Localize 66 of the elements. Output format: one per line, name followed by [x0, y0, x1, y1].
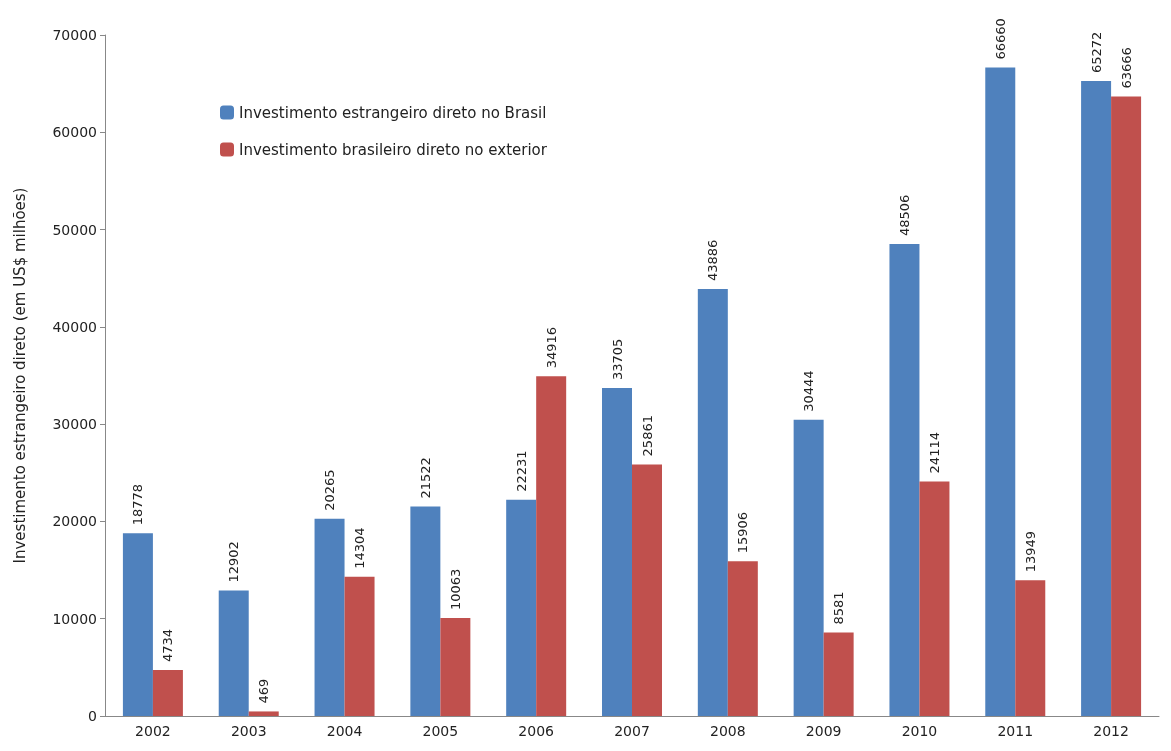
legend-label: Investimento estrangeiro direto no Brasil: [239, 103, 547, 122]
bar: [1111, 96, 1142, 716]
bar: [889, 244, 920, 716]
x-tick-label: 2011: [997, 723, 1034, 739]
bar: [536, 376, 567, 716]
x-tick-label: 2012: [1093, 723, 1129, 739]
bar: [152, 669, 183, 716]
x-tick-label: 2008: [710, 723, 746, 739]
x-tick-label: 2005: [422, 723, 459, 739]
data-label: 15906: [735, 511, 751, 554]
y-tick-label: 70000: [52, 27, 97, 43]
x-tick-label: 2003: [230, 723, 267, 739]
y-tick-label: 50000: [52, 221, 97, 238]
data-label: 13949: [1022, 530, 1038, 573]
data-label: 48506: [896, 194, 912, 237]
bar: [344, 576, 375, 716]
y-tick-label: 10000: [52, 610, 97, 627]
x-tick-label: 2007: [614, 723, 650, 739]
x-tick-label: 2010: [901, 723, 938, 739]
bar: [1081, 81, 1112, 716]
data-label: 8581: [831, 591, 847, 625]
x-tick-label: 2006: [518, 723, 555, 739]
y-tick-label: 20000: [52, 513, 97, 530]
data-label: 20265: [322, 469, 338, 511]
data-label: 21522: [417, 457, 433, 499]
x-tick-label: 2002: [135, 723, 171, 739]
legend-label: Investimento brasileiro direto no exterior: [239, 140, 548, 159]
bar: [506, 499, 537, 716]
data-label: 66660: [992, 18, 1008, 60]
data-label: 14304: [352, 527, 368, 569]
data-label: 30444: [801, 370, 817, 412]
data-label: 65272: [1088, 31, 1104, 73]
bar: [697, 289, 728, 716]
y-tick-label: 40000: [52, 318, 97, 335]
bar: [248, 711, 279, 716]
data-label: 43886: [705, 239, 721, 282]
data-label: 469: [256, 678, 272, 704]
data-label: 18778: [130, 483, 146, 526]
bar: [632, 464, 662, 716]
data-label: 34916: [543, 326, 559, 369]
y-axis-title: Investimento estrangeiro direto (em US$ milhões): [10, 187, 29, 564]
bar: [122, 533, 153, 716]
x-tick-label: 2004: [326, 723, 363, 739]
data-label: 12902: [226, 541, 242, 583]
data-label: 10063: [447, 568, 463, 611]
data-label: 25861: [639, 415, 655, 457]
x-tick-label: 2009: [805, 723, 842, 739]
bar: [440, 618, 471, 716]
data-label: 4734: [160, 628, 176, 662]
bar: [727, 561, 758, 716]
data-label: 33705: [609, 338, 625, 381]
y-tick-label: 30000: [52, 416, 97, 433]
bar: [1015, 580, 1046, 716]
y-tick-label: 0: [88, 708, 97, 724]
bar: [823, 632, 854, 716]
bar: [410, 506, 441, 716]
bar: [314, 518, 345, 716]
bar: [919, 481, 950, 716]
bar: [602, 388, 632, 716]
bar: [793, 419, 824, 716]
data-label: 63666: [1118, 47, 1134, 89]
data-label: 24114: [926, 432, 942, 474]
y-tick-label: 60000: [52, 124, 97, 141]
data-label: 22231: [513, 450, 529, 492]
bar: [218, 590, 249, 716]
bar: [985, 67, 1016, 716]
